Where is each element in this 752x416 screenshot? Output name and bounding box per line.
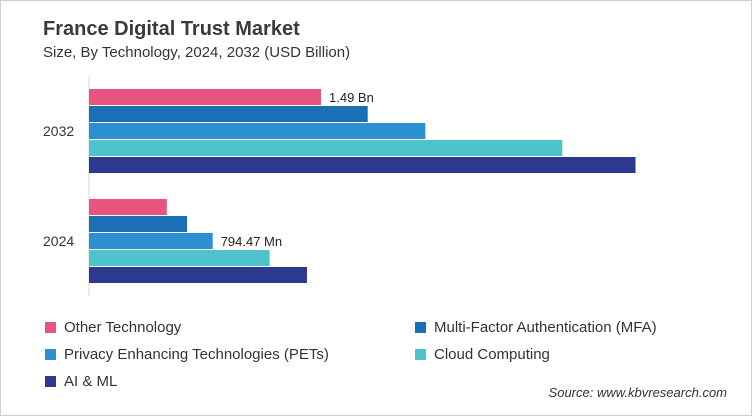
legend-swatch (45, 376, 56, 387)
legend-item: Cloud Computing (415, 346, 550, 363)
chart-title: France Digital Trust Market (43, 18, 300, 40)
legend-swatch (415, 349, 426, 360)
chart-subtitle: Size, By Technology, 2024, 2032 (USD Bil… (43, 44, 351, 61)
bar-2032-2 (89, 123, 426, 139)
legend-item: Multi-Factor Authentication (MFA) (415, 319, 657, 336)
legend-swatch (45, 349, 56, 360)
category-label-2032: 2032 (43, 123, 74, 139)
bar-2032-3 (89, 140, 563, 156)
category-label-2024: 2024 (43, 233, 74, 249)
bar-2024-3 (89, 250, 270, 266)
legend-label: Privacy Enhancing Technologies (PETs) (64, 346, 329, 363)
data-label: 794.47 Mn (221, 234, 282, 249)
legend-item: Other Technology (45, 319, 181, 336)
legend-swatch (45, 322, 56, 333)
bar-2024-4 (89, 267, 307, 283)
legend-label: AI & ML (64, 373, 118, 390)
legend-label: Cloud Computing (434, 346, 550, 363)
legend-label: Other Technology (64, 319, 182, 336)
bar-2032-4 (89, 157, 636, 173)
bar-2032-1 (89, 106, 368, 122)
legend-item: Privacy Enhancing Technologies (PETs) (45, 346, 329, 363)
bar-2032-0 (89, 89, 321, 105)
legend-label: Multi-Factor Authentication (MFA) (434, 319, 657, 336)
legend-swatch (415, 322, 426, 333)
bar-2024-1 (89, 216, 188, 232)
bar-2024-0 (89, 199, 167, 215)
source-note: Source: www.kbvresearch.com (548, 385, 727, 400)
bar-2024-2 (89, 233, 213, 249)
data-label: 1.49 Bn (329, 90, 374, 105)
legend-item: AI & ML (45, 373, 117, 390)
